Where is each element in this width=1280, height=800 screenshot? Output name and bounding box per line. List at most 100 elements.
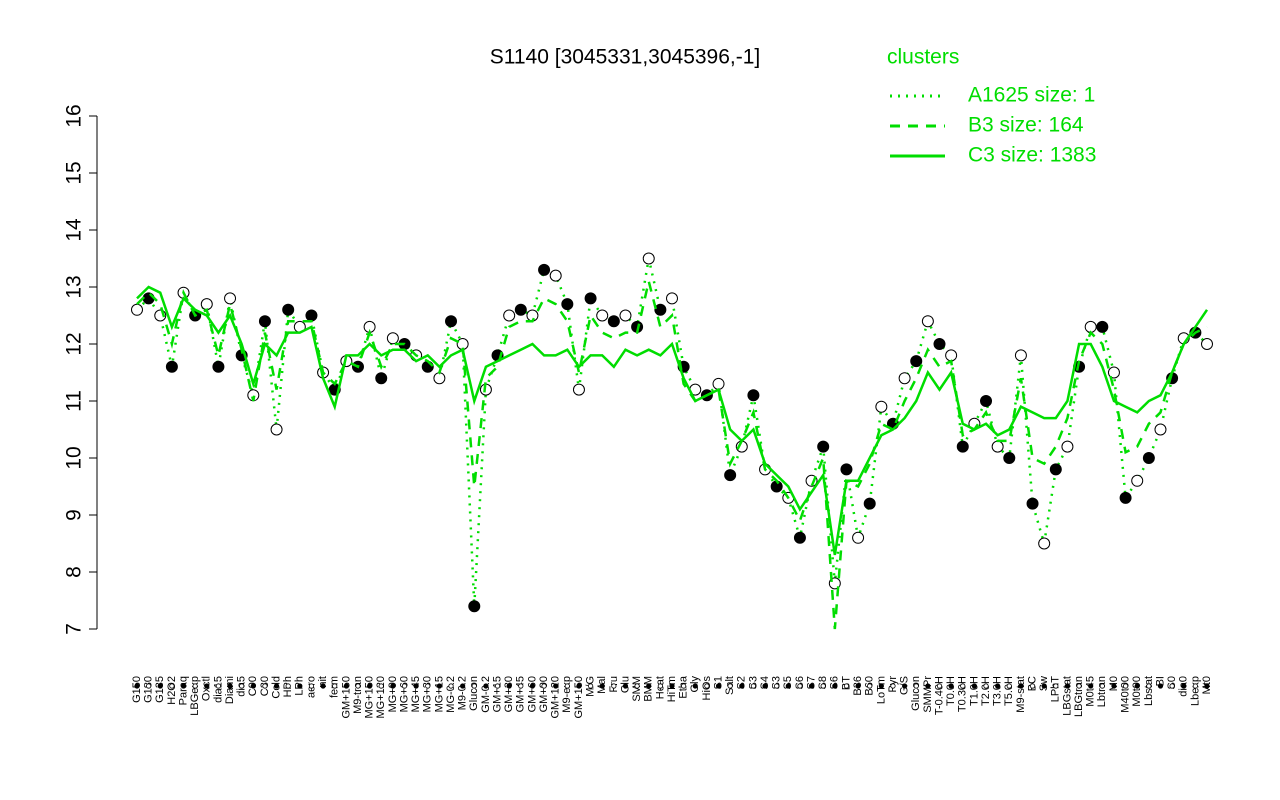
series-line xyxy=(136,285,1209,556)
point xyxy=(282,303,295,316)
x-tick-label: S0 xyxy=(1166,676,1178,689)
y-tick-label: 7 xyxy=(63,623,86,635)
x-dot xyxy=(157,683,163,689)
x-tick-label: BI xyxy=(1154,676,1166,686)
x-dot xyxy=(401,683,408,689)
point xyxy=(131,303,143,316)
x-tick-label: MG+30 xyxy=(422,676,434,712)
point xyxy=(1107,366,1120,379)
x-dot xyxy=(239,683,245,689)
x-tick-label: T5.0H xyxy=(1003,676,1015,706)
y-tick-label: 10 xyxy=(63,446,86,469)
x-tick-label: GM+90 xyxy=(538,676,550,712)
x-dot xyxy=(681,683,687,689)
x-dot xyxy=(669,683,675,689)
x-dot xyxy=(727,683,733,689)
x-tick-label: S5 xyxy=(782,676,794,689)
x-dot xyxy=(1111,683,1117,689)
point xyxy=(503,309,516,322)
x-tick-label: Lbstat xyxy=(1143,676,1155,706)
point xyxy=(991,440,1004,453)
point xyxy=(445,315,458,328)
point xyxy=(212,360,225,373)
point xyxy=(945,349,958,362)
x-dot xyxy=(739,683,745,689)
point xyxy=(793,531,806,544)
point xyxy=(538,263,551,276)
x-dot xyxy=(902,683,908,689)
point xyxy=(142,292,155,305)
x-dot xyxy=(657,683,663,689)
x-tick-label: H2O2 xyxy=(166,676,178,705)
x-tick-label: MG+120 xyxy=(375,676,387,719)
x-tick-label: MG+45 xyxy=(410,676,422,712)
point xyxy=(956,440,969,453)
x-dot xyxy=(843,683,850,689)
x-dot xyxy=(529,683,536,689)
x-tick-label: S1 xyxy=(712,676,724,689)
point xyxy=(747,389,760,402)
x-dot xyxy=(995,683,1001,689)
point xyxy=(561,298,574,311)
x-dot xyxy=(378,683,384,689)
y-tick-label: 16 xyxy=(63,104,86,127)
x-dot xyxy=(832,683,838,689)
y-tick-label: 12 xyxy=(63,332,86,355)
x-tick-label: GM-0.2 xyxy=(480,676,492,713)
x-dot xyxy=(180,683,187,689)
x-tick-label: G180 xyxy=(143,676,155,703)
x-dot xyxy=(715,683,722,689)
legend-label: C3 size: 1383 xyxy=(968,144,1096,167)
point xyxy=(817,440,830,453)
point xyxy=(1026,497,1039,510)
x-dot xyxy=(483,683,489,689)
point xyxy=(1014,349,1027,362)
x-tick-label: M9-tran xyxy=(352,676,364,714)
point xyxy=(619,309,632,322)
x-dot xyxy=(576,683,582,689)
point xyxy=(468,600,481,613)
x-tick-label: BT xyxy=(840,676,852,690)
x-dot xyxy=(494,683,501,689)
x-dot xyxy=(1134,683,1140,689)
x-dot xyxy=(192,683,198,689)
x-dot xyxy=(390,683,396,689)
x-dot xyxy=(936,683,943,689)
x-tick-label: LPhT xyxy=(1050,676,1062,703)
x-dot xyxy=(1181,683,1187,689)
x-tick-label: HiTm xyxy=(666,676,678,702)
point xyxy=(666,292,678,305)
x-dot xyxy=(983,683,989,689)
x-dot xyxy=(436,683,442,689)
x-tick-label: Lbtran xyxy=(1096,676,1108,707)
x-tick-label: M9-0.2 xyxy=(457,676,469,710)
x-dot xyxy=(890,683,896,689)
x-dot xyxy=(506,683,512,689)
x-dot xyxy=(1088,683,1094,689)
x-tick-label: dia15 xyxy=(212,676,224,703)
x-dot xyxy=(1204,683,1210,689)
point xyxy=(270,423,283,436)
y-tick-label: 13 xyxy=(63,275,86,298)
x-tick-label: S8 xyxy=(817,676,829,689)
x-dot xyxy=(343,683,349,689)
x-dot xyxy=(1041,683,1047,689)
point xyxy=(712,377,725,390)
x-tick-label: LBGexp xyxy=(189,676,201,716)
x-tick-label: S3 xyxy=(771,676,783,689)
x-dot xyxy=(1146,683,1152,689)
x-tick-label: M40t90 xyxy=(1119,676,1131,713)
x-tick-label: T0.30H xyxy=(957,676,969,712)
x-dot xyxy=(1157,683,1164,689)
x-tick-label: GM+60 xyxy=(526,676,538,712)
point xyxy=(596,309,609,322)
point xyxy=(549,269,562,282)
point xyxy=(584,292,597,305)
x-tick-label: MG+90 xyxy=(387,676,399,712)
x-tick-label: M0t45 xyxy=(1085,676,1097,707)
x-dot xyxy=(367,683,373,689)
x-tick-label: G135 xyxy=(154,676,166,703)
x-tick-label: LBGstat xyxy=(1061,676,1073,716)
point xyxy=(980,395,993,407)
point xyxy=(654,303,667,316)
